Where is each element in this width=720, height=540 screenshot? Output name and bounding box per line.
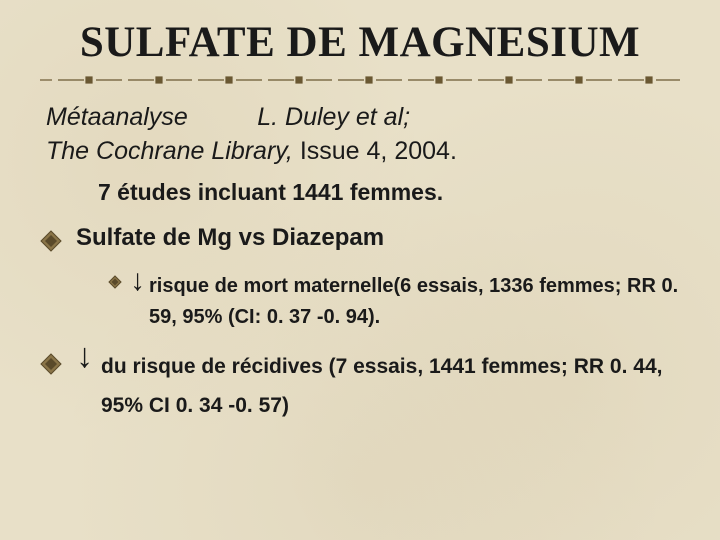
citation-journal: The Cochrane Library, bbox=[46, 137, 293, 165]
bullet-item-2: ↓ du risque de récidives (7 essais, 1441… bbox=[40, 347, 680, 427]
down-arrow-icon: ↓ bbox=[76, 343, 93, 370]
down-arrow-icon: ↓ bbox=[130, 269, 145, 293]
citation: Métaanalyse L. Duley et al; The Cochrane… bbox=[46, 101, 674, 169]
item1-text: Sulfate de Mg vs Diazepam bbox=[76, 224, 384, 252]
sub-bullet-1: ↓ risque de mort maternelle(6 essais, 13… bbox=[108, 271, 680, 333]
citation-meta: Métaanalyse bbox=[46, 103, 188, 131]
slide: SULFATE DE MAGNESIUM bbox=[0, 0, 720, 540]
studies-line: 7 études incluant 1441 femmes. bbox=[98, 179, 680, 206]
slide-title: SULFATE DE MAGNESIUM bbox=[40, 18, 680, 67]
bullet-item-1: Sulfate de Mg vs Diazepam bbox=[40, 224, 680, 257]
bullet-small-icon bbox=[108, 275, 122, 294]
bullet-icon bbox=[40, 230, 62, 257]
citation-authors: L. Duley et al; bbox=[257, 103, 410, 131]
item2-text: du risque de récidives (7 essais, 1441 f… bbox=[101, 347, 680, 427]
citation-rest: Issue 4, 2004. bbox=[300, 137, 457, 165]
bullet-icon bbox=[40, 353, 62, 380]
sub1-text: risque de mort maternelle(6 essais, 1336… bbox=[149, 271, 680, 333]
divider bbox=[40, 73, 680, 87]
